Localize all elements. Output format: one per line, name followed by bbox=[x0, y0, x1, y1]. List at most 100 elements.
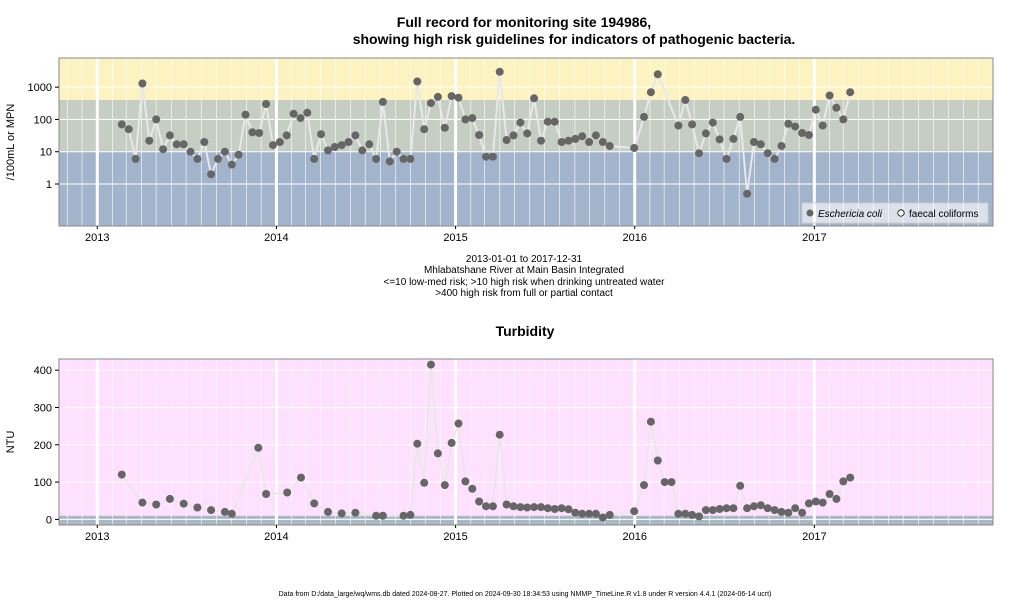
data-point bbox=[770, 506, 779, 515]
data-point bbox=[550, 505, 559, 513]
chart1-series-points bbox=[117, 67, 855, 198]
data-point bbox=[138, 79, 147, 88]
data-point bbox=[297, 473, 305, 482]
data-point bbox=[152, 115, 161, 124]
data-point bbox=[427, 360, 435, 369]
chart1-subtitle-line2: Mhlabatshane River at Main Basin Integra… bbox=[424, 265, 624, 276]
data-point bbox=[798, 508, 807, 517]
data-point bbox=[406, 154, 415, 163]
data-point bbox=[667, 478, 676, 487]
data-point bbox=[145, 136, 154, 145]
footer-note: Data from D:/data_large/wq/wms.db dated … bbox=[279, 591, 772, 598]
data-point bbox=[537, 503, 545, 512]
data-point bbox=[152, 500, 161, 509]
data-point bbox=[715, 505, 724, 513]
data-point bbox=[701, 506, 710, 515]
data-point bbox=[138, 498, 147, 507]
x-tick-label: 2017 bbox=[802, 531, 826, 543]
data-point bbox=[846, 473, 855, 482]
data-point bbox=[804, 499, 813, 508]
data-point bbox=[564, 505, 573, 514]
chart2-y-axis: 0 100 200 300 400 bbox=[34, 365, 59, 526]
data-point bbox=[791, 122, 800, 131]
x-tick-label: 2014 bbox=[264, 531, 288, 543]
data-point bbox=[571, 134, 580, 143]
data-point bbox=[495, 67, 504, 76]
data-point bbox=[825, 91, 834, 100]
data-point bbox=[454, 93, 463, 102]
data-point bbox=[777, 142, 786, 150]
data-point bbox=[296, 114, 305, 123]
x-tick-label: 2016 bbox=[622, 531, 646, 543]
data-point bbox=[447, 92, 456, 101]
data-point bbox=[337, 509, 346, 518]
data-point bbox=[433, 92, 442, 101]
chart1-y-axis-label: /100mL or MPN bbox=[5, 104, 17, 181]
data-point bbox=[756, 140, 765, 149]
data-point bbox=[543, 504, 552, 513]
data-point bbox=[578, 509, 587, 518]
data-point bbox=[262, 490, 271, 498]
data-point bbox=[468, 484, 477, 493]
data-point bbox=[688, 510, 697, 519]
data-point bbox=[653, 70, 662, 79]
data-point bbox=[695, 149, 703, 158]
data-point bbox=[488, 152, 497, 161]
data-point bbox=[214, 154, 222, 163]
data-point bbox=[605, 142, 614, 150]
chart1-subtitle-line1: 2013-01-01 to 2017-12-31 bbox=[466, 254, 583, 265]
band-1 bbox=[59, 100, 993, 152]
x-tick-label: 2013 bbox=[85, 232, 109, 244]
data-point bbox=[591, 509, 600, 518]
y-tick-label: 200 bbox=[34, 440, 52, 452]
chart2-series-points bbox=[117, 360, 855, 522]
data-point bbox=[763, 149, 772, 158]
data-point bbox=[557, 504, 566, 513]
data-point bbox=[743, 504, 752, 513]
data-point bbox=[756, 501, 765, 510]
data-point bbox=[791, 504, 800, 513]
band-2 bbox=[59, 58, 993, 100]
data-point bbox=[722, 154, 731, 163]
data-point bbox=[653, 456, 662, 465]
data-point bbox=[131, 154, 140, 163]
data-point bbox=[365, 140, 374, 149]
data-point bbox=[598, 513, 607, 522]
legend-box bbox=[801, 202, 989, 224]
data-point bbox=[447, 438, 456, 447]
data-point bbox=[330, 143, 339, 151]
chart1-plot-frame bbox=[58, 57, 994, 227]
data-point bbox=[475, 497, 484, 506]
data-point bbox=[811, 105, 820, 114]
x-tick-label: 2015 bbox=[443, 531, 467, 543]
legend-label-ecoli: Eschericia coli bbox=[818, 209, 883, 220]
data-point bbox=[248, 128, 257, 137]
data-point bbox=[550, 117, 559, 126]
data-point bbox=[674, 121, 683, 130]
data-point bbox=[179, 499, 188, 508]
panel-pathogenic-bacteria: Full record for monitoring site 194986, … bbox=[5, 14, 994, 299]
data-point bbox=[234, 150, 243, 159]
data-point bbox=[482, 502, 490, 511]
data-point bbox=[283, 488, 292, 497]
data-point bbox=[385, 157, 394, 166]
data-point bbox=[310, 154, 319, 163]
data-point bbox=[207, 506, 216, 515]
data-point bbox=[750, 502, 758, 511]
data-point bbox=[743, 189, 752, 198]
legend-label-faecal: faecal coliforms bbox=[909, 209, 978, 220]
panel-turbidity: Turbidity 0 100 200 300 400 2013 2014 2015 2016… bbox=[5, 323, 994, 543]
y-tick-label: 1 bbox=[46, 179, 52, 191]
y-tick-label: 100 bbox=[34, 477, 52, 489]
data-point bbox=[681, 96, 690, 104]
data-point bbox=[729, 134, 738, 143]
y-tick-label: 100 bbox=[34, 114, 52, 126]
data-point bbox=[640, 481, 648, 490]
data-point bbox=[509, 131, 518, 140]
data-point bbox=[289, 109, 298, 118]
data-point bbox=[179, 140, 188, 149]
data-point bbox=[440, 123, 449, 132]
data-point bbox=[681, 509, 690, 518]
data-point bbox=[117, 120, 126, 129]
y-tick-label: 1000 bbox=[28, 82, 52, 94]
